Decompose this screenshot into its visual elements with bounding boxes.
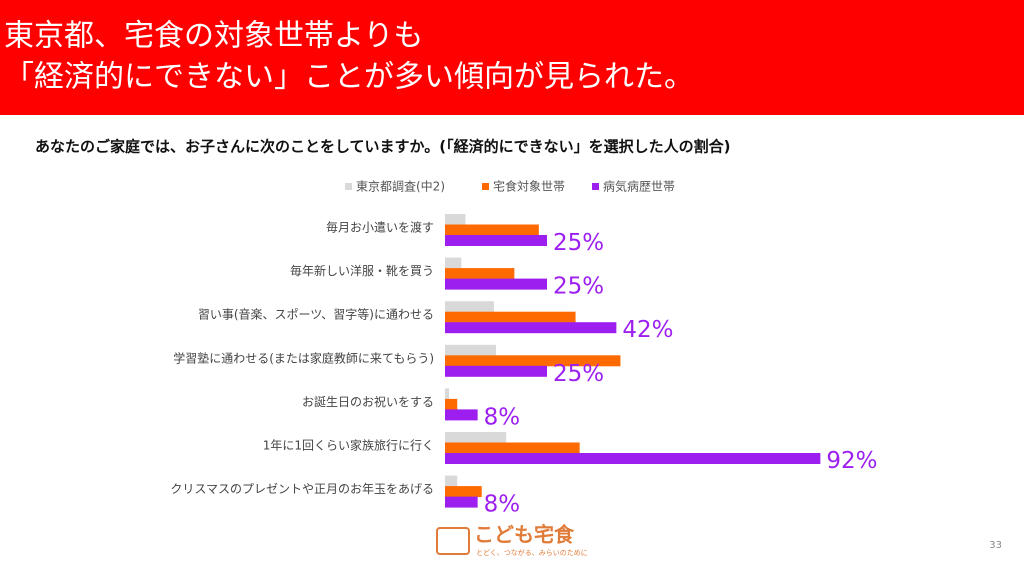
bar (445, 311, 576, 323)
bar (445, 278, 547, 290)
header-title: 東京都、宅食の対象世帯よりも (4, 19, 423, 54)
legend-swatch (592, 183, 599, 190)
bar (445, 235, 547, 246)
bar (445, 442, 580, 454)
bar (445, 224, 539, 236)
bar (445, 398, 458, 410)
chart-title: あなたのご家庭では、お子さんに次のことをしていますか。(「経済的にできない」を選… (35, 138, 730, 156)
bar (445, 214, 466, 225)
logo-name: こども宅食 (474, 523, 575, 547)
header-band (0, 0, 1024, 115)
bar (445, 301, 494, 313)
data-label: 8% (484, 404, 521, 430)
bar (445, 496, 478, 508)
data-label: 8% (484, 492, 521, 518)
data-label: 42% (622, 317, 673, 343)
bar (445, 322, 617, 334)
y-tick-label: 習い事(音楽、スポーツ、習字等)に通わせる (198, 307, 434, 322)
header-title: 「経済的にできない」ことが多い傾向が見られた。 (4, 60, 694, 95)
y-tick-label: 毎月お小遣いを渡す (326, 220, 434, 235)
data-label: 25% (553, 230, 604, 256)
data-label: 92% (826, 448, 877, 474)
bar (445, 257, 462, 269)
y-tick-label: 学習塾に通わせる(または家庭教師に来てもらう) (173, 350, 434, 365)
y-tick-label: 1年に1回くらい家族旅行に行く (263, 438, 434, 453)
bar (445, 475, 458, 487)
y-tick-label: お誕生日のお祝いをする (302, 395, 434, 409)
data-label: 25% (553, 274, 604, 300)
logo-icon (436, 527, 470, 555)
logo-tagline: とどく、つながる、みらいのために (476, 548, 588, 557)
bar (445, 355, 621, 367)
bar (445, 432, 507, 443)
bar (445, 486, 482, 498)
data-label: 25% (553, 361, 604, 387)
page-number: 33 (989, 540, 1002, 551)
bar (445, 268, 515, 280)
y-tick-label: 毎年新しい洋服・靴を買う (290, 263, 434, 278)
bar (445, 453, 821, 464)
legend-label: 病気病歴世帯 (603, 179, 675, 194)
bar (445, 365, 547, 377)
legend-label: 宅食対象世帯 (493, 179, 565, 194)
bar (445, 388, 450, 400)
legend-swatch (345, 183, 352, 190)
legend-swatch (482, 183, 489, 190)
bar (445, 409, 478, 421)
legend-label: 東京都調査(中2) (356, 179, 445, 194)
bar (445, 344, 496, 356)
y-tick-label: クリスマスのプレゼントや正月のお年玉をあげる (170, 482, 434, 496)
logo: こども宅食 とどく、つながる、みらいのために (436, 523, 588, 557)
